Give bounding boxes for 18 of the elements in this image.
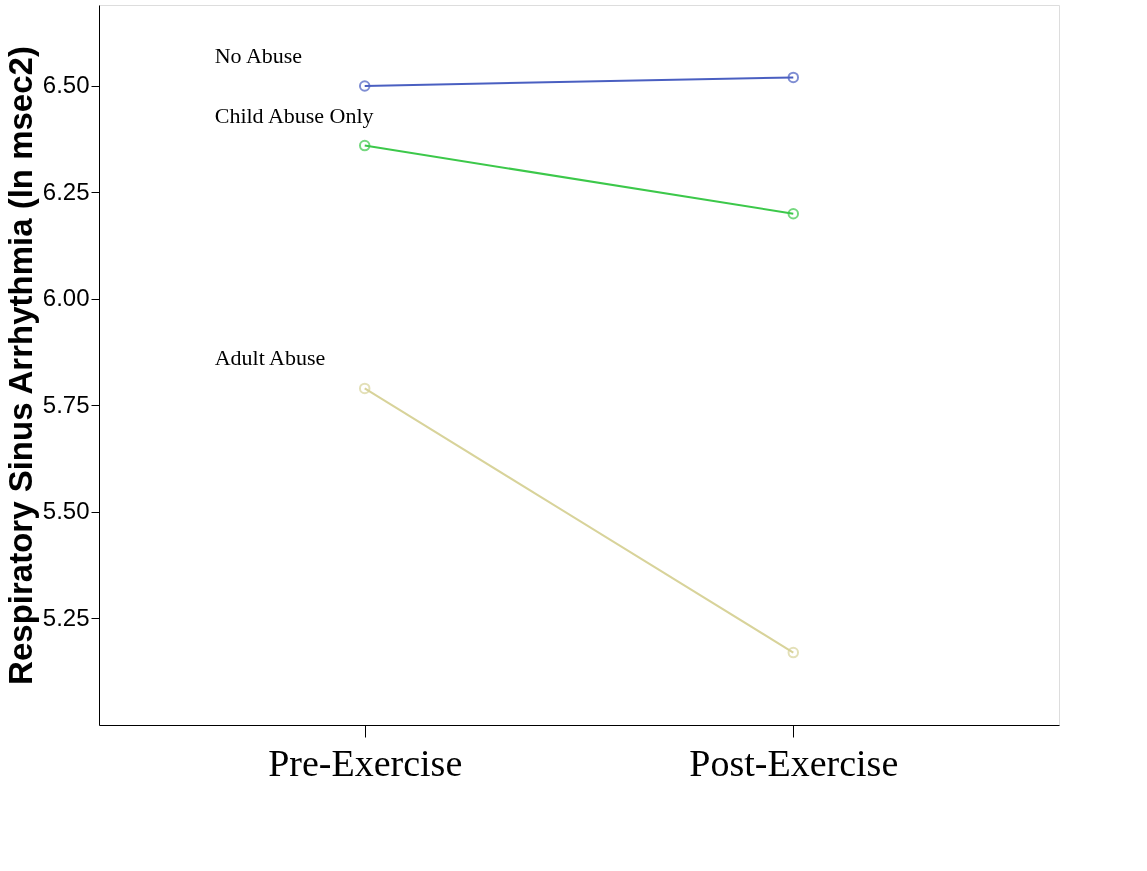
y-tick-label: 6.25 xyxy=(42,177,90,205)
x-tick-label: Pre-Exercise xyxy=(268,741,463,784)
y-tick-label: 5.25 xyxy=(42,603,90,631)
point xyxy=(787,646,800,659)
y-tick-label: 5.50 xyxy=(42,497,90,525)
series-label: Adult Abuse xyxy=(214,345,326,371)
y-tick-label: 5.75 xyxy=(42,390,90,418)
text: No Abuse xyxy=(214,42,303,68)
point xyxy=(358,139,371,152)
y-axis-title: Respiratory Sinus Arrhythmia (ln msec2) xyxy=(1,46,39,685)
series-label: Child Abuse Only xyxy=(214,102,374,128)
point xyxy=(787,208,800,220)
point xyxy=(787,71,800,84)
point xyxy=(358,80,371,92)
point xyxy=(358,382,371,395)
y-tick-label: 6.50 xyxy=(42,71,90,99)
y-tick-label: 6.00 xyxy=(42,284,90,312)
x-tick-label: Post-Exercise xyxy=(689,741,899,784)
